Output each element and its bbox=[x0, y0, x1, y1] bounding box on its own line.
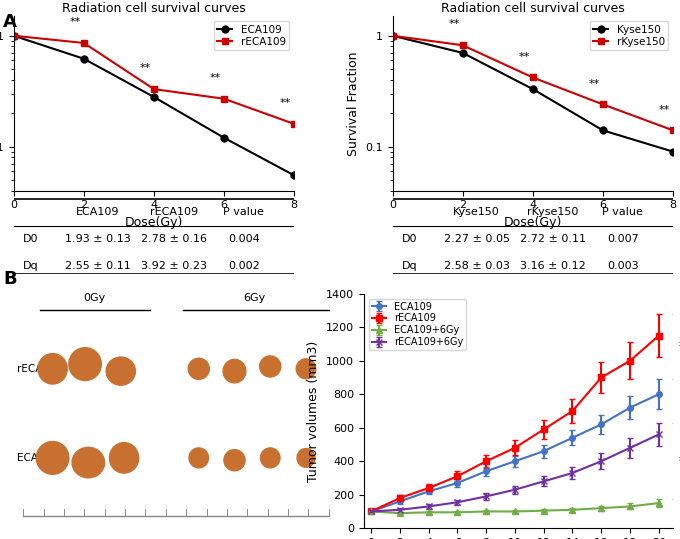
ECA109 bbox=[220, 135, 228, 141]
Text: 0.007: 0.007 bbox=[607, 234, 639, 244]
ECA109 bbox=[150, 94, 158, 100]
Text: ECA109: ECA109 bbox=[17, 453, 58, 463]
Ellipse shape bbox=[260, 356, 281, 377]
Text: **: ** bbox=[659, 105, 670, 114]
rECA109 bbox=[10, 32, 18, 39]
rKyse150 bbox=[669, 127, 677, 134]
ECA109 bbox=[290, 172, 299, 178]
Ellipse shape bbox=[188, 358, 209, 379]
Ellipse shape bbox=[260, 448, 280, 468]
Text: rECA109: rECA109 bbox=[150, 208, 198, 217]
Kyse150 bbox=[599, 127, 607, 134]
ECA109 bbox=[10, 32, 18, 39]
Ellipse shape bbox=[109, 443, 139, 473]
Legend: ECA109, rECA109, ECA109+6Gy, rECA109+6Gy: ECA109, rECA109, ECA109+6Gy, rECA109+6Gy bbox=[369, 299, 466, 350]
Kyse150 bbox=[388, 32, 396, 39]
rECA109 bbox=[80, 40, 88, 46]
Text: 2.55 ± 0.11: 2.55 ± 0.11 bbox=[65, 261, 131, 271]
Ellipse shape bbox=[189, 448, 209, 468]
Text: 0Gy: 0Gy bbox=[84, 293, 106, 303]
Ellipse shape bbox=[224, 450, 245, 471]
Line: ECA109: ECA109 bbox=[10, 32, 298, 179]
Ellipse shape bbox=[223, 360, 246, 383]
Text: 2.27 ± 0.05: 2.27 ± 0.05 bbox=[444, 234, 510, 244]
Text: 0.003: 0.003 bbox=[607, 261, 639, 271]
rECA109 bbox=[290, 121, 299, 127]
Text: 3.16 ± 0.12: 3.16 ± 0.12 bbox=[520, 261, 585, 271]
Text: 0.002: 0.002 bbox=[228, 261, 260, 271]
Y-axis label: Tumor volumes (mm3): Tumor volumes (mm3) bbox=[307, 340, 320, 482]
Text: *: * bbox=[679, 340, 680, 353]
Text: 1.93 ± 0.13: 1.93 ± 0.13 bbox=[65, 234, 131, 244]
Text: rKyse150: rKyse150 bbox=[527, 208, 578, 217]
Text: B: B bbox=[3, 270, 17, 287]
rECA109 bbox=[150, 86, 158, 92]
X-axis label: Dose(Gy): Dose(Gy) bbox=[124, 216, 183, 229]
Line: rKyse150: rKyse150 bbox=[389, 32, 677, 134]
Text: **: ** bbox=[518, 52, 530, 61]
rKyse150 bbox=[458, 42, 466, 49]
Ellipse shape bbox=[72, 447, 105, 478]
Text: 2.58 ± 0.03: 2.58 ± 0.03 bbox=[444, 261, 510, 271]
Text: rECA109: rECA109 bbox=[17, 364, 62, 374]
Text: **: ** bbox=[679, 454, 680, 467]
rKyse150 bbox=[529, 74, 537, 81]
Y-axis label: Survival Fraction: Survival Fraction bbox=[347, 51, 360, 156]
Text: **: ** bbox=[139, 63, 151, 73]
Ellipse shape bbox=[69, 348, 101, 381]
Text: Dq: Dq bbox=[22, 261, 38, 271]
Kyse150 bbox=[458, 50, 466, 56]
Ellipse shape bbox=[297, 448, 315, 467]
Text: **: ** bbox=[209, 73, 221, 83]
Text: D0: D0 bbox=[402, 234, 417, 244]
Text: **: ** bbox=[280, 98, 291, 108]
Text: Dq: Dq bbox=[402, 261, 417, 271]
Text: Kyse150: Kyse150 bbox=[454, 208, 500, 217]
Line: Kyse150: Kyse150 bbox=[389, 32, 677, 155]
Text: 2.78 ± 0.16: 2.78 ± 0.16 bbox=[141, 234, 207, 244]
Text: 0.004: 0.004 bbox=[228, 234, 260, 244]
X-axis label: Dose(Gy): Dose(Gy) bbox=[504, 216, 562, 229]
Text: 2.72 ± 0.11: 2.72 ± 0.11 bbox=[520, 234, 585, 244]
Text: P value: P value bbox=[223, 208, 265, 217]
Text: A: A bbox=[3, 13, 17, 31]
Text: ECA109: ECA109 bbox=[76, 208, 120, 217]
Ellipse shape bbox=[296, 359, 316, 379]
ECA109 bbox=[80, 56, 88, 62]
Legend: ECA109, rECA109: ECA109, rECA109 bbox=[214, 22, 289, 50]
Line: rECA109: rECA109 bbox=[10, 32, 298, 127]
Ellipse shape bbox=[38, 354, 67, 384]
rKyse150 bbox=[599, 101, 607, 108]
Text: 6Gy: 6Gy bbox=[243, 293, 265, 303]
rECA109 bbox=[220, 95, 228, 102]
Text: 3.92 ± 0.23: 3.92 ± 0.23 bbox=[141, 261, 207, 271]
Ellipse shape bbox=[106, 357, 135, 385]
Kyse150 bbox=[669, 148, 677, 155]
Legend: Kyse150, rKyse150: Kyse150, rKyse150 bbox=[590, 22, 668, 50]
Text: D0: D0 bbox=[22, 234, 38, 244]
Text: **: ** bbox=[589, 79, 600, 88]
Title: Radiation cell survival curves: Radiation cell survival curves bbox=[441, 2, 625, 15]
Text: **: ** bbox=[448, 19, 460, 29]
Title: Radiation cell survival curves: Radiation cell survival curves bbox=[62, 2, 245, 15]
Kyse150 bbox=[529, 86, 537, 92]
Text: **: ** bbox=[69, 17, 81, 27]
Text: P value: P value bbox=[602, 208, 643, 217]
rKyse150 bbox=[388, 32, 396, 39]
Ellipse shape bbox=[36, 441, 69, 474]
